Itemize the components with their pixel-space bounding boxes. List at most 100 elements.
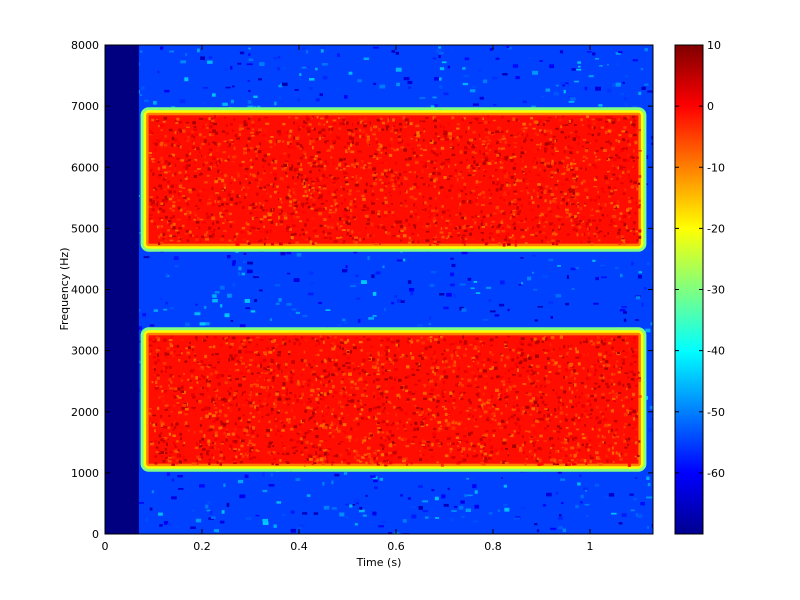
band-speck <box>433 427 437 431</box>
band-speck <box>349 350 352 354</box>
band-speck <box>286 444 290 448</box>
band-speck <box>272 349 276 352</box>
band-speck <box>377 430 380 434</box>
band-speck <box>163 437 168 440</box>
band-speck <box>516 417 520 421</box>
band-speck <box>569 454 572 457</box>
band-speck <box>574 361 579 365</box>
noise-speck <box>403 77 410 81</box>
band-speck <box>615 364 618 368</box>
band-speck <box>484 375 488 377</box>
band-speck <box>589 184 592 188</box>
noise-speck <box>482 318 489 321</box>
band-speck <box>421 410 424 414</box>
band-speck <box>622 350 625 353</box>
noise-speck <box>367 256 370 260</box>
band-speck <box>240 378 244 381</box>
band-speck <box>474 345 477 349</box>
noise-speck <box>479 96 484 100</box>
band-speck <box>342 364 346 367</box>
noise-speck <box>641 302 644 307</box>
band-speck <box>214 370 218 374</box>
band-speck <box>428 382 431 386</box>
band-speck <box>319 187 323 190</box>
band-speck <box>324 425 328 430</box>
band-speck <box>384 453 389 457</box>
band-speck <box>208 364 212 367</box>
band-speck <box>302 180 307 183</box>
band-speck <box>314 155 318 158</box>
band-speck <box>339 392 343 394</box>
band-speck <box>217 382 221 386</box>
band-speck <box>181 406 185 410</box>
band-speck <box>277 130 281 133</box>
band-speck <box>371 155 376 158</box>
noise-speck <box>503 484 507 488</box>
band-speck <box>231 336 236 340</box>
band-speck <box>413 170 416 174</box>
band-speck <box>168 384 170 387</box>
band-speck <box>368 409 372 413</box>
noise-speck <box>563 89 566 94</box>
band-speck <box>331 373 335 376</box>
band-speck <box>628 211 631 214</box>
band-speck <box>354 127 358 130</box>
noise-speck <box>164 89 170 93</box>
band-speck <box>303 120 306 124</box>
noise-speck <box>592 52 596 56</box>
band-speck <box>482 195 486 199</box>
band-speck <box>191 462 195 465</box>
band-speck <box>444 412 448 416</box>
band-speck <box>444 400 447 402</box>
band-speck <box>325 357 329 360</box>
band-speck <box>243 432 246 435</box>
band-speck <box>464 406 467 409</box>
band-speck <box>392 422 395 425</box>
band-speck <box>465 348 468 351</box>
band-speck <box>601 339 603 344</box>
band-speck <box>399 408 404 412</box>
band-speck <box>188 151 192 155</box>
band-speck <box>510 367 515 370</box>
band-speck <box>508 239 511 242</box>
band-speck <box>628 386 632 389</box>
band-speck <box>395 127 400 131</box>
band-speck <box>515 118 518 122</box>
band-speck <box>404 376 408 379</box>
band-speck <box>524 229 527 232</box>
band-speck <box>439 358 442 361</box>
band-speck <box>455 362 458 366</box>
band-speck <box>363 116 368 121</box>
band-speck <box>633 233 636 236</box>
band-speck <box>331 342 336 346</box>
noise-speck <box>607 63 609 66</box>
band-speck <box>186 164 191 167</box>
band-speck <box>220 344 223 347</box>
band-speck <box>584 393 588 397</box>
band-speck <box>495 451 500 456</box>
band-speck <box>502 377 505 380</box>
band-speck <box>150 350 153 352</box>
band-speck <box>545 119 550 122</box>
band-speck <box>559 355 563 357</box>
band-speck <box>360 119 364 122</box>
band-speck <box>350 427 353 431</box>
band-speck <box>408 393 413 396</box>
band-speck <box>548 456 551 459</box>
band-speck <box>560 386 564 390</box>
noise-speck <box>292 308 297 311</box>
band-speck <box>628 347 632 351</box>
noise-speck <box>243 252 247 255</box>
band-speck <box>593 165 598 169</box>
band-speck <box>437 442 441 445</box>
band-speck <box>240 347 243 349</box>
noise-speck <box>302 47 306 50</box>
band-speck <box>532 391 535 394</box>
band-speck <box>608 444 612 447</box>
band-speck <box>303 463 306 467</box>
noise-speck <box>472 103 479 106</box>
band-speck <box>384 390 389 393</box>
band-speck <box>546 141 551 145</box>
band-speck <box>214 431 218 435</box>
band-speck <box>272 379 275 383</box>
